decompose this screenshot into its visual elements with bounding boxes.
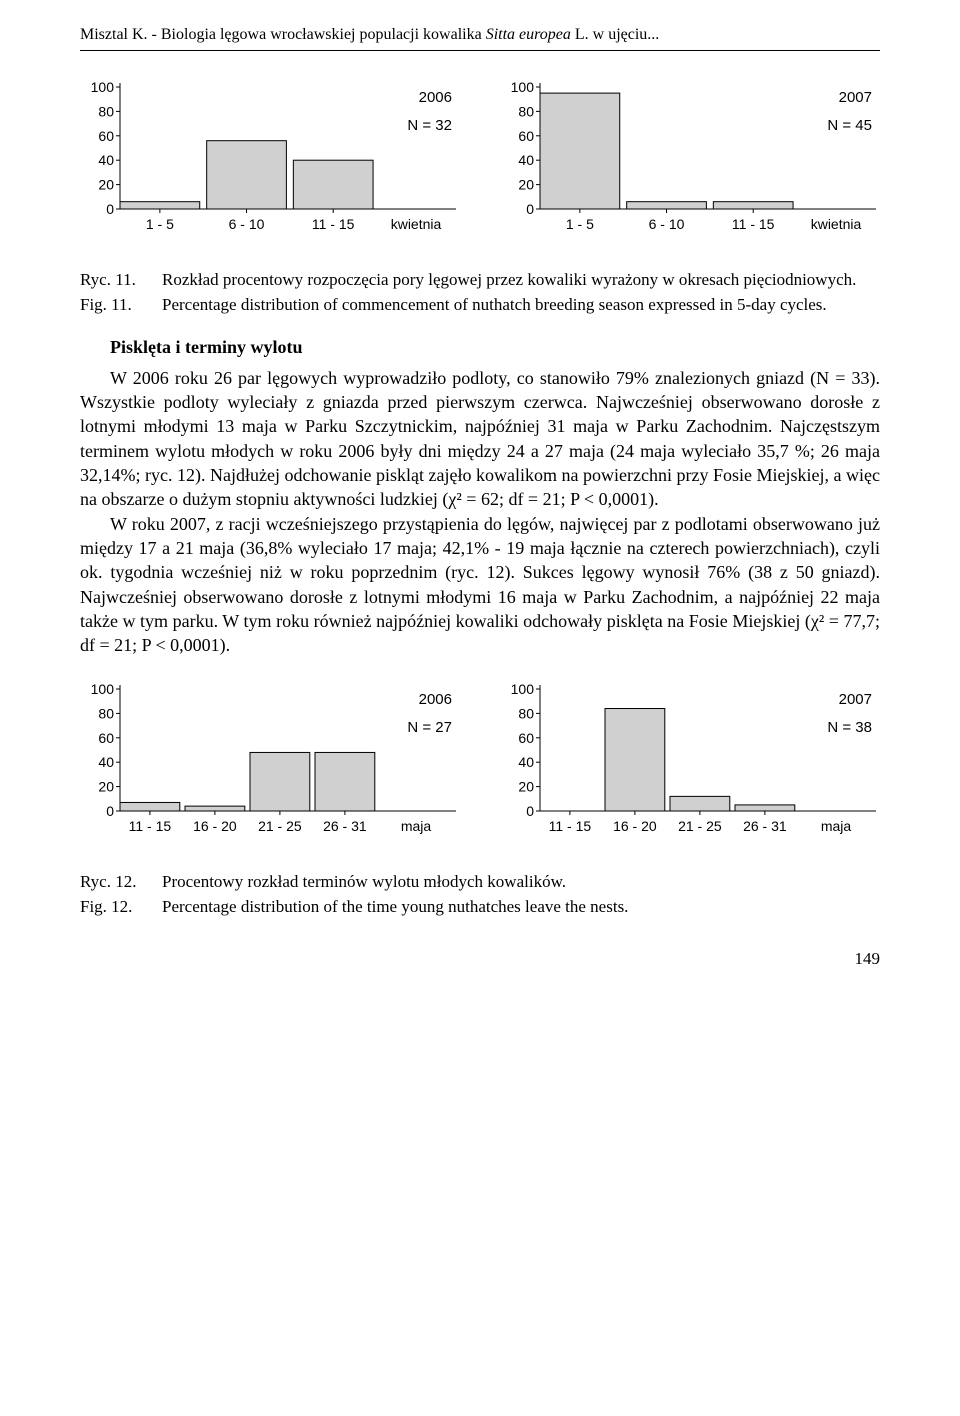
caption-label: Ryc. 11. — [80, 269, 162, 292]
svg-text:maja: maja — [401, 818, 432, 834]
fig12-caption: Ryc. 12. Procentowy rozkład terminów wyl… — [80, 871, 880, 919]
page-number: 149 — [80, 949, 880, 969]
svg-text:16 - 20: 16 - 20 — [193, 818, 237, 834]
svg-text:maja: maja — [821, 818, 852, 834]
svg-text:1 - 5: 1 - 5 — [566, 216, 594, 232]
caption-line-en: Fig. 11. Percentage distribution of comm… — [80, 294, 880, 317]
caption-text: Percentage distribution of commencement … — [162, 294, 880, 317]
caption-line-en: Fig. 12. Percentage distribution of the … — [80, 896, 880, 919]
fig12-panel-2007: 020406080100%11 - 1516 - 2021 - 2526 - 3… — [500, 681, 880, 851]
body-text: W 2006 roku 26 par lęgowych wyprowadziło… — [80, 366, 880, 658]
fig12-panel-2006: 020406080100%11 - 1516 - 2021 - 2526 - 3… — [80, 681, 460, 851]
svg-text:0: 0 — [106, 803, 114, 819]
fig11-caption: Ryc. 11. Rozkład procentowy rozpoczęcia … — [80, 269, 880, 317]
fig12-row: 020406080100%11 - 1516 - 2021 - 2526 - 3… — [80, 681, 880, 851]
running-head-prefix: Misztal K. - Biologia lęgowa wrocławskie… — [80, 26, 486, 43]
svg-text:11 - 15: 11 - 15 — [312, 216, 355, 232]
n-label: N = 38 — [827, 719, 872, 736]
caption-text: Rozkład procentowy rozpoczęcia pory lęgo… — [162, 269, 880, 292]
svg-text:20: 20 — [98, 177, 114, 193]
svg-text:80: 80 — [518, 706, 534, 722]
svg-text:20: 20 — [98, 779, 114, 795]
svg-text:80: 80 — [98, 706, 114, 722]
caption-text: Percentage distribution of the time youn… — [162, 896, 880, 919]
svg-text:11 - 15: 11 - 15 — [129, 818, 172, 834]
year-label: 2007 — [839, 691, 872, 708]
caption-label: Fig. 12. — [80, 896, 162, 919]
fig11-panel-2006: 020406080100%1 - 56 - 1011 - 15kwietnia … — [80, 79, 460, 249]
svg-text:26 - 31: 26 - 31 — [743, 818, 787, 834]
fig11-panel-2007: 020406080100%1 - 56 - 1011 - 15kwietnia … — [500, 79, 880, 249]
section-heading: Pisklęta i terminy wylotu — [110, 337, 880, 358]
fig11-row: 020406080100%1 - 56 - 1011 - 15kwietnia … — [80, 79, 880, 249]
svg-text:11 - 15: 11 - 15 — [732, 216, 775, 232]
svg-text:kwietnia: kwietnia — [391, 216, 442, 232]
caption-line-pl: Ryc. 12. Procentowy rozkład terminów wyl… — [80, 871, 880, 894]
svg-text:6 - 10: 6 - 10 — [649, 216, 685, 232]
svg-text:%: % — [522, 79, 534, 82]
svg-text:6 - 10: 6 - 10 — [229, 216, 265, 232]
year-label: 2006 — [419, 691, 452, 708]
caption-label: Ryc. 12. — [80, 871, 162, 894]
svg-text:0: 0 — [526, 803, 534, 819]
svg-text:60: 60 — [98, 128, 114, 144]
running-head-suffix: L. w ujęciu... — [571, 26, 659, 43]
svg-text:%: % — [522, 681, 534, 684]
year-label: 2007 — [839, 89, 872, 106]
svg-text:11 - 15: 11 - 15 — [549, 818, 592, 834]
svg-text:60: 60 — [518, 128, 534, 144]
svg-text:0: 0 — [526, 201, 534, 217]
svg-text:26 - 31: 26 - 31 — [323, 818, 367, 834]
svg-text:20: 20 — [518, 779, 534, 795]
svg-text:40: 40 — [98, 755, 114, 771]
running-head-italic: Sitta europea — [486, 26, 571, 43]
n-label: N = 27 — [407, 719, 452, 736]
svg-text:80: 80 — [98, 103, 114, 119]
svg-text:21 - 25: 21 - 25 — [678, 818, 722, 834]
svg-text:%: % — [102, 681, 114, 684]
year-label: 2006 — [419, 89, 452, 106]
paragraph-1: W 2006 roku 26 par lęgowych wyprowadziło… — [80, 366, 880, 512]
svg-text:60: 60 — [518, 730, 534, 746]
caption-text: Procentowy rozkład terminów wylotu młody… — [162, 871, 880, 894]
running-head: Misztal K. - Biologia lęgowa wrocławskie… — [80, 26, 880, 51]
svg-text:kwietnia: kwietnia — [811, 216, 862, 232]
svg-text:40: 40 — [98, 152, 114, 168]
svg-text:80: 80 — [518, 103, 534, 119]
caption-label: Fig. 11. — [80, 294, 162, 317]
svg-text:16 - 20: 16 - 20 — [613, 818, 657, 834]
svg-text:40: 40 — [518, 152, 534, 168]
svg-text:20: 20 — [518, 177, 534, 193]
svg-text:%: % — [102, 79, 114, 82]
svg-text:40: 40 — [518, 755, 534, 771]
paragraph-2: W roku 2007, z racji wcześniejszego przy… — [80, 512, 880, 658]
n-label: N = 32 — [407, 117, 452, 134]
n-label: N = 45 — [827, 117, 872, 134]
svg-text:21 - 25: 21 - 25 — [258, 818, 302, 834]
svg-text:1 - 5: 1 - 5 — [146, 216, 174, 232]
svg-text:0: 0 — [106, 201, 114, 217]
svg-text:60: 60 — [98, 730, 114, 746]
caption-line-pl: Ryc. 11. Rozkład procentowy rozpoczęcia … — [80, 269, 880, 292]
